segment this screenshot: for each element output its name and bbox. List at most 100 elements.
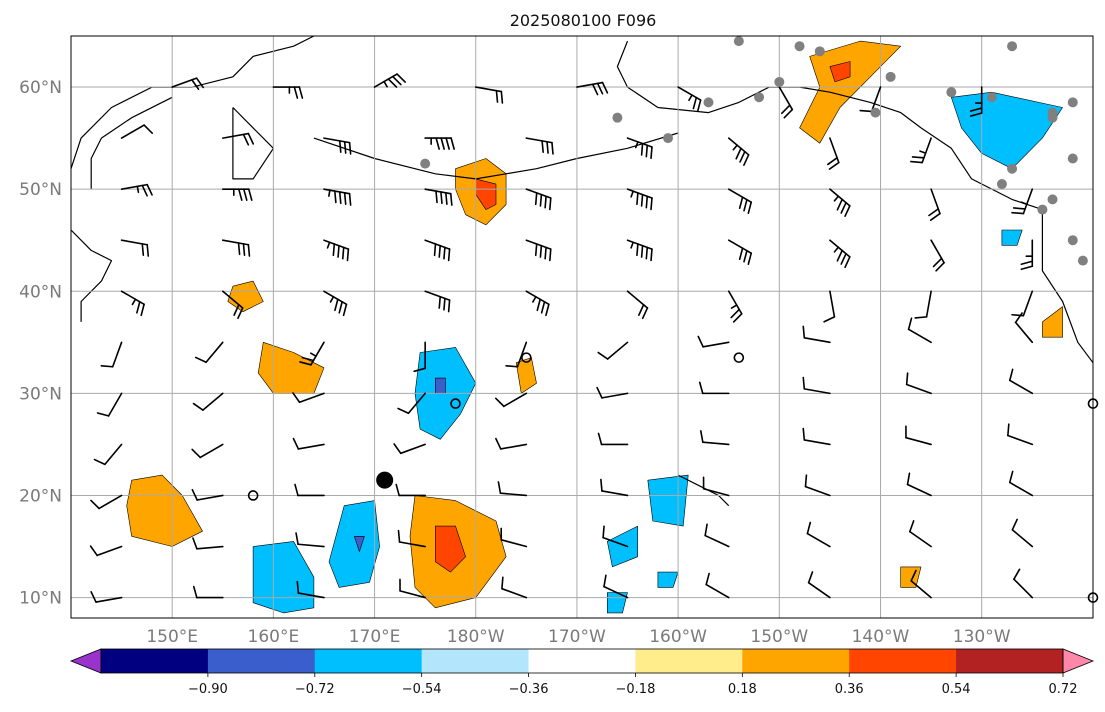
colorbar-outline <box>100 648 1064 674</box>
wind-barb <box>705 572 730 599</box>
wind-barb <box>323 290 348 317</box>
barb-flag <box>237 188 243 201</box>
colorbar-swatch <box>635 649 743 673</box>
barb-flag <box>447 248 451 262</box>
barb-staff <box>803 337 831 344</box>
barb-flag <box>93 458 106 466</box>
barb-staff <box>1014 321 1034 344</box>
barb-flag <box>636 243 639 257</box>
barb-flag <box>435 137 440 150</box>
colorbar-swatch <box>956 649 1064 673</box>
station-dot <box>1047 194 1058 205</box>
barb-flag <box>905 372 909 386</box>
barb-flag <box>194 356 207 364</box>
anomaly-west-subtropic <box>126 474 203 547</box>
wind-barb <box>296 580 325 599</box>
barb-flag <box>337 244 340 258</box>
wind-barb <box>424 188 453 206</box>
barb-staff <box>910 580 932 599</box>
barb-flag <box>826 157 838 166</box>
barb-flag <box>534 192 538 206</box>
colorbar-swatch <box>314 649 423 673</box>
wind-barb <box>626 188 653 211</box>
neg-west-south-2-core <box>354 536 365 552</box>
wind-barb <box>192 585 224 599</box>
barb-flag <box>295 532 299 546</box>
barb-half-flag <box>1020 201 1028 205</box>
barb-staff <box>104 443 123 466</box>
wind-barb <box>221 132 255 146</box>
barb-flag <box>301 356 315 362</box>
wind-barb <box>1007 423 1034 446</box>
barb-flag <box>544 195 547 209</box>
wind-barb <box>910 569 932 599</box>
barb-flag <box>343 140 347 154</box>
barb-flag <box>597 351 609 360</box>
wind-barbs <box>89 73 1034 603</box>
wind-barb <box>120 124 154 139</box>
wind-barb <box>697 335 730 348</box>
barb-flag <box>738 247 744 261</box>
wind-barb <box>399 578 426 599</box>
barb-flag <box>387 78 398 88</box>
wind-barb <box>525 239 552 262</box>
barb-flag <box>505 365 519 368</box>
barb-flag <box>600 478 603 492</box>
barb-flag <box>440 191 443 205</box>
barb-flag <box>292 437 300 450</box>
barb-flag <box>1020 260 1034 266</box>
neg-small-2 <box>657 571 679 588</box>
station-dot <box>1007 163 1018 174</box>
barb-half-flag <box>329 295 335 303</box>
station-dot <box>996 179 1007 190</box>
barb-flag <box>698 381 704 395</box>
longitude-label: 180°W <box>447 627 505 647</box>
barb-flag <box>299 361 312 366</box>
station-dot <box>1067 153 1078 164</box>
wind-barb <box>928 188 941 221</box>
barb-half-flag <box>833 195 840 202</box>
wind-barb <box>602 525 629 548</box>
latitude-label: 20°N <box>19 486 62 506</box>
wind-barb <box>93 443 123 466</box>
okhotsk-coast <box>90 96 173 190</box>
colorbar-tick-label: 0.72 <box>1049 682 1078 697</box>
wind-barb <box>859 86 882 113</box>
barb-flag <box>294 483 299 497</box>
barb-flag <box>195 77 205 89</box>
wind-barb <box>969 86 983 117</box>
colorbar-swatch <box>101 649 209 673</box>
wind-barb <box>192 392 224 411</box>
wind-barb <box>910 137 932 164</box>
colorbar-tick-label: 0.18 <box>728 682 757 697</box>
barb-staff <box>602 536 629 548</box>
barb-half-flag <box>328 189 331 197</box>
barb-staff <box>199 443 224 459</box>
barb-flag <box>544 246 547 260</box>
wind-barb <box>495 437 528 450</box>
barb-flag <box>450 137 455 150</box>
longitude-label: 170°W <box>548 627 606 647</box>
barb-staff <box>399 443 426 455</box>
barb-flag <box>449 192 453 206</box>
colorbar-swatch <box>207 649 316 673</box>
barb-flag <box>969 112 983 117</box>
wind-barb <box>373 73 406 88</box>
wind-barb <box>626 290 649 320</box>
barb-staff <box>906 483 932 497</box>
wind-barb <box>500 527 528 548</box>
barb-flag <box>247 243 251 257</box>
barb-flag <box>89 545 98 557</box>
kamchatka-peninsula <box>232 107 274 180</box>
barb-flag <box>141 184 148 197</box>
anomaly-east-of-hawaii-north <box>227 280 264 312</box>
wind-barb <box>626 137 653 160</box>
barb-half-flag <box>630 241 634 249</box>
wind-barb <box>505 341 528 368</box>
station-dot <box>1037 204 1048 215</box>
wind-barb <box>221 239 251 257</box>
barb-flag <box>338 140 342 154</box>
station-dot <box>946 87 957 98</box>
barb-flag <box>136 300 141 314</box>
barb-flag <box>909 520 915 533</box>
